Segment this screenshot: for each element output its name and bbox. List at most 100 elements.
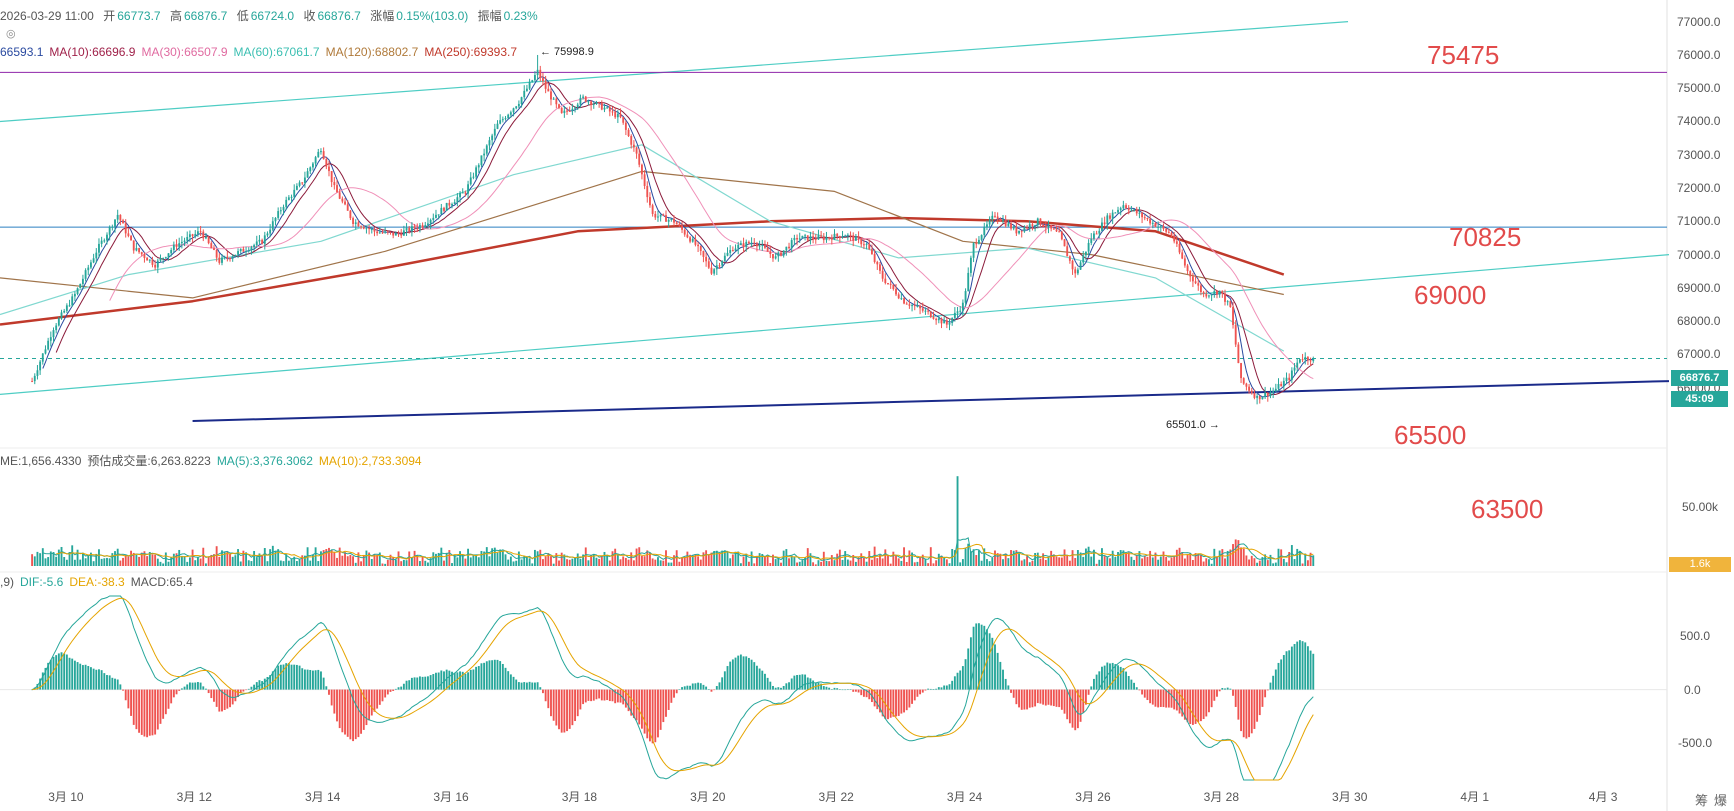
candle-body xyxy=(924,310,927,312)
macd-bar xyxy=(1232,689,1234,696)
candle-body xyxy=(766,247,769,252)
candle-body xyxy=(1141,212,1144,218)
candle-body xyxy=(239,248,242,252)
macd-bar xyxy=(491,660,494,690)
macd-bar xyxy=(394,688,397,690)
volume-bar xyxy=(445,552,448,566)
macd-bar xyxy=(1240,689,1242,732)
candle-body xyxy=(905,303,908,305)
macd-bar xyxy=(154,689,157,735)
volume-bar xyxy=(755,555,758,566)
macd-bar xyxy=(608,689,611,702)
candle-body xyxy=(764,244,766,248)
volume-bar xyxy=(178,549,181,566)
candle-body xyxy=(282,206,285,211)
macd-bar xyxy=(616,689,619,703)
candle-body xyxy=(1304,357,1307,360)
visibility-icon[interactable]: ◎ xyxy=(6,28,16,40)
volume-bar xyxy=(234,555,237,566)
candle-body xyxy=(983,226,986,236)
macd-bar xyxy=(1111,662,1114,690)
macd-bar xyxy=(1296,641,1299,690)
macd-bar xyxy=(558,689,560,730)
macd-bar xyxy=(167,689,170,709)
volume-bar xyxy=(1071,550,1074,566)
macd-bar xyxy=(614,689,617,704)
candle-body xyxy=(606,107,609,109)
macd-bar xyxy=(309,669,312,690)
volume-bar xyxy=(1304,553,1307,566)
candle-body xyxy=(758,245,761,247)
candle-body xyxy=(1039,218,1042,225)
candle-body xyxy=(140,252,143,255)
volume-bar xyxy=(247,560,250,566)
low-label: 低 xyxy=(236,9,249,23)
volume-bar xyxy=(1018,552,1020,566)
candle-body xyxy=(555,98,558,105)
time-tick-12: 4月 3 xyxy=(1588,790,1618,804)
candle-body xyxy=(501,119,504,121)
volume-bar xyxy=(908,550,911,566)
volume-bar xyxy=(1127,552,1130,566)
macd-bar xyxy=(876,689,879,710)
volume-bar xyxy=(373,553,376,566)
volume-bar xyxy=(132,552,135,566)
macd-bar xyxy=(467,672,470,690)
macd-bar xyxy=(1028,689,1031,708)
macd-bar xyxy=(202,686,205,690)
macd-bar xyxy=(659,689,662,730)
volume-bar xyxy=(172,553,175,566)
time-tick-10: 3月 30 xyxy=(1332,790,1368,804)
volume-bar xyxy=(237,549,239,566)
volume-bar xyxy=(475,554,478,566)
macd-bar xyxy=(536,682,539,690)
macd-bar xyxy=(1010,689,1012,693)
volume-bar xyxy=(480,550,483,566)
explode-button[interactable]: 爆 xyxy=(1714,793,1728,808)
candle-body xyxy=(1170,232,1173,236)
volume-bar xyxy=(788,558,790,566)
candle-body xyxy=(365,228,368,230)
volume-bar xyxy=(715,550,718,566)
macd-bar xyxy=(295,664,298,690)
volume-bar xyxy=(868,551,871,566)
candle-body xyxy=(1210,294,1213,296)
chip-distribution-button[interactable]: 筹 xyxy=(1695,793,1709,808)
volume-bar xyxy=(1181,552,1184,566)
candle-body xyxy=(1060,231,1063,240)
candle-body xyxy=(1036,218,1039,226)
macd-bar xyxy=(1093,678,1095,690)
volume-bar xyxy=(461,554,464,566)
macd-bar xyxy=(718,682,721,690)
macd-bar xyxy=(1208,689,1210,713)
candle-body xyxy=(287,197,290,200)
volume-bar xyxy=(707,554,710,566)
volume-bar xyxy=(213,554,215,566)
volume-bar xyxy=(542,559,544,566)
macd-bar xyxy=(1293,644,1296,690)
candle-body xyxy=(418,225,421,229)
candle-body xyxy=(416,228,419,230)
candle-body xyxy=(47,340,50,350)
volume-bar xyxy=(298,558,301,566)
volume-bar xyxy=(651,558,654,566)
candle-body xyxy=(531,80,534,82)
macd-bar xyxy=(330,689,333,706)
macd-bar xyxy=(114,678,116,690)
candle-body xyxy=(76,288,79,294)
macd-bar xyxy=(582,689,585,705)
macd-bar xyxy=(1143,689,1146,698)
volume-bar xyxy=(410,557,413,566)
candle-body xyxy=(408,227,411,232)
macd-bar xyxy=(1114,664,1117,690)
volume-bar xyxy=(293,556,296,566)
candle-body xyxy=(1028,224,1031,228)
candle-body xyxy=(665,215,667,222)
volume-bar xyxy=(180,555,183,566)
volume-bar xyxy=(188,557,191,566)
candle-body xyxy=(65,305,68,311)
volume-bar xyxy=(215,546,218,566)
volume-bar xyxy=(1117,552,1119,566)
macd-bar xyxy=(1272,675,1275,690)
